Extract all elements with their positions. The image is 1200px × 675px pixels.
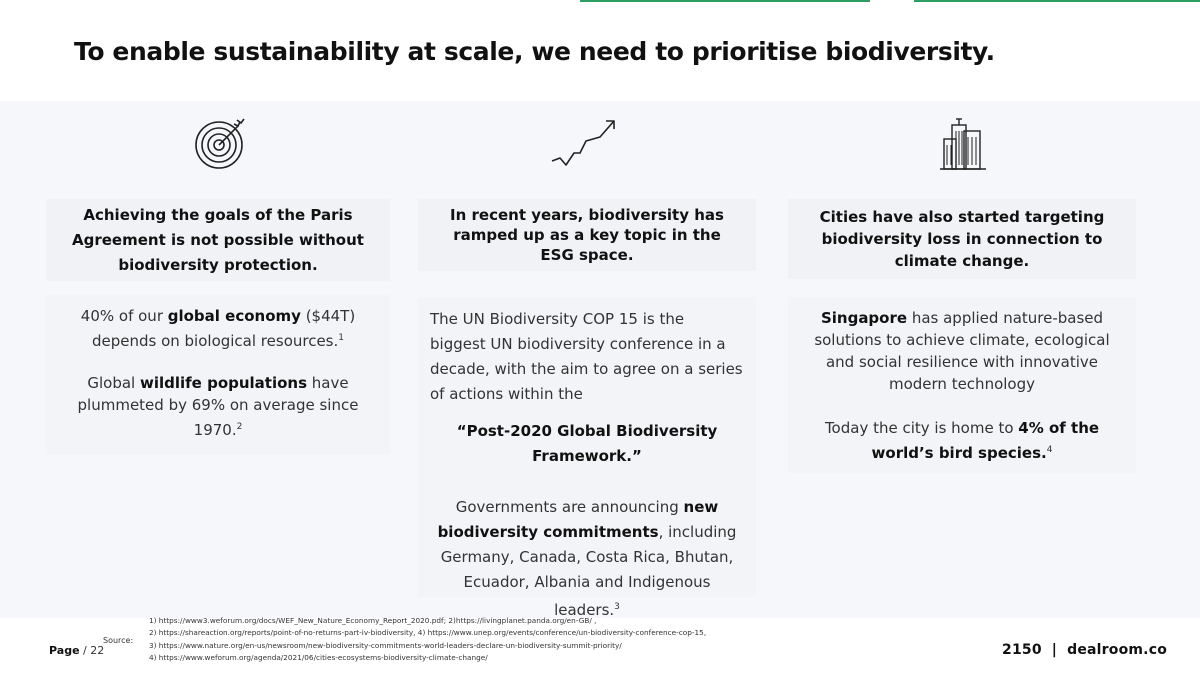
bold-text: 4% of the world’s bird species. (871, 419, 1100, 462)
bird-species-text: Today the city is home to 4% of the worl… (812, 417, 1112, 464)
text: 40% of our (80, 307, 168, 325)
bold-text: wildlife populations (140, 374, 308, 392)
column-cities: Cities have also started targeting biodi… (788, 101, 1136, 618)
source-list: 1) https://www3.weforum.org/docs/WEF_New… (149, 615, 706, 664)
cop15-text: The UN Biodiversity COP 15 is the bigges… (430, 310, 743, 403)
source-item: 2) https://shareaction.org/reports/point… (149, 628, 707, 638)
logo-separator: | (1051, 642, 1058, 658)
bold-text: global economy (167, 307, 301, 325)
column-heading: Achieving the goals of the Paris Agreeme… (46, 199, 390, 281)
framework-quote: “Post-2020 Global Biodiversity Framework… (456, 422, 718, 465)
page-title: To enable sustainability at scale, we ne… (74, 37, 995, 66)
column-body: The UN Biodiversity COP 15 is the bigges… (418, 297, 756, 619)
column-body: 40% of our global economy ($44T) depends… (46, 295, 390, 455)
text: have plummeted by 69% on average since 1… (77, 374, 359, 439)
target-icon (184, 115, 254, 171)
page-count: / 22 (83, 644, 105, 657)
city-buildings-icon (928, 115, 998, 171)
column-heading: In recent years, biodiversity has ramped… (418, 199, 756, 271)
logo-2150: 2150 (1002, 642, 1042, 658)
text: ($44T) depends on biological resources. (91, 307, 356, 350)
footnote-ref: 2 (236, 422, 243, 432)
column-heading: Cities have also started targeting biodi… (788, 199, 1136, 279)
column-paris-agreement: Achieving the goals of the Paris Agreeme… (46, 101, 390, 618)
source-item: 4) https://www.weforum.org/agenda/2021/0… (149, 652, 488, 662)
singapore-text: Singapore has applied nature-based solut… (812, 307, 1112, 395)
page-number: Page / 22 (49, 644, 104, 657)
bold-text: new biodiversity commitments (437, 498, 719, 541)
brand-logo: 2150 | dealroom.co (1002, 642, 1167, 658)
text: , including Germany, Canada, Costa Rica,… (440, 523, 737, 619)
text: has applied nature-based solutions to ac… (814, 309, 1110, 393)
economy-fact: 40% of our global economy ($44T) depends… (64, 305, 372, 352)
text: Today the city is home to (824, 419, 1019, 437)
commitments-text: Governments are announcing new biodivers… (430, 495, 744, 623)
trend-up-icon (550, 115, 620, 171)
footnote-ref: 1 (338, 333, 345, 343)
footnote-ref: 3 (614, 602, 620, 612)
source-label: Source: (103, 636, 134, 645)
logo-dealroom: dealroom.co (1067, 642, 1168, 658)
source-item: 1) https://www3.weforum.org/docs/WEF_New… (149, 616, 597, 625)
page-label: Page (49, 644, 80, 657)
top-accent-line (914, 0, 1200, 2)
top-accent-line (580, 0, 870, 2)
bold-text: Singapore (820, 309, 908, 327)
footnote-ref: 4 (1046, 445, 1053, 455)
text: Governments are announcing (455, 498, 684, 516)
text: Global (87, 374, 140, 392)
source-item: 3) https://www.nature.org/en-us/newsroom… (149, 640, 622, 650)
column-body: Singapore has applied nature-based solut… (788, 297, 1136, 473)
column-esg-topic: In recent years, biodiversity has ramped… (418, 101, 756, 619)
wildlife-fact: Global wildlife populations have plummet… (64, 372, 372, 441)
